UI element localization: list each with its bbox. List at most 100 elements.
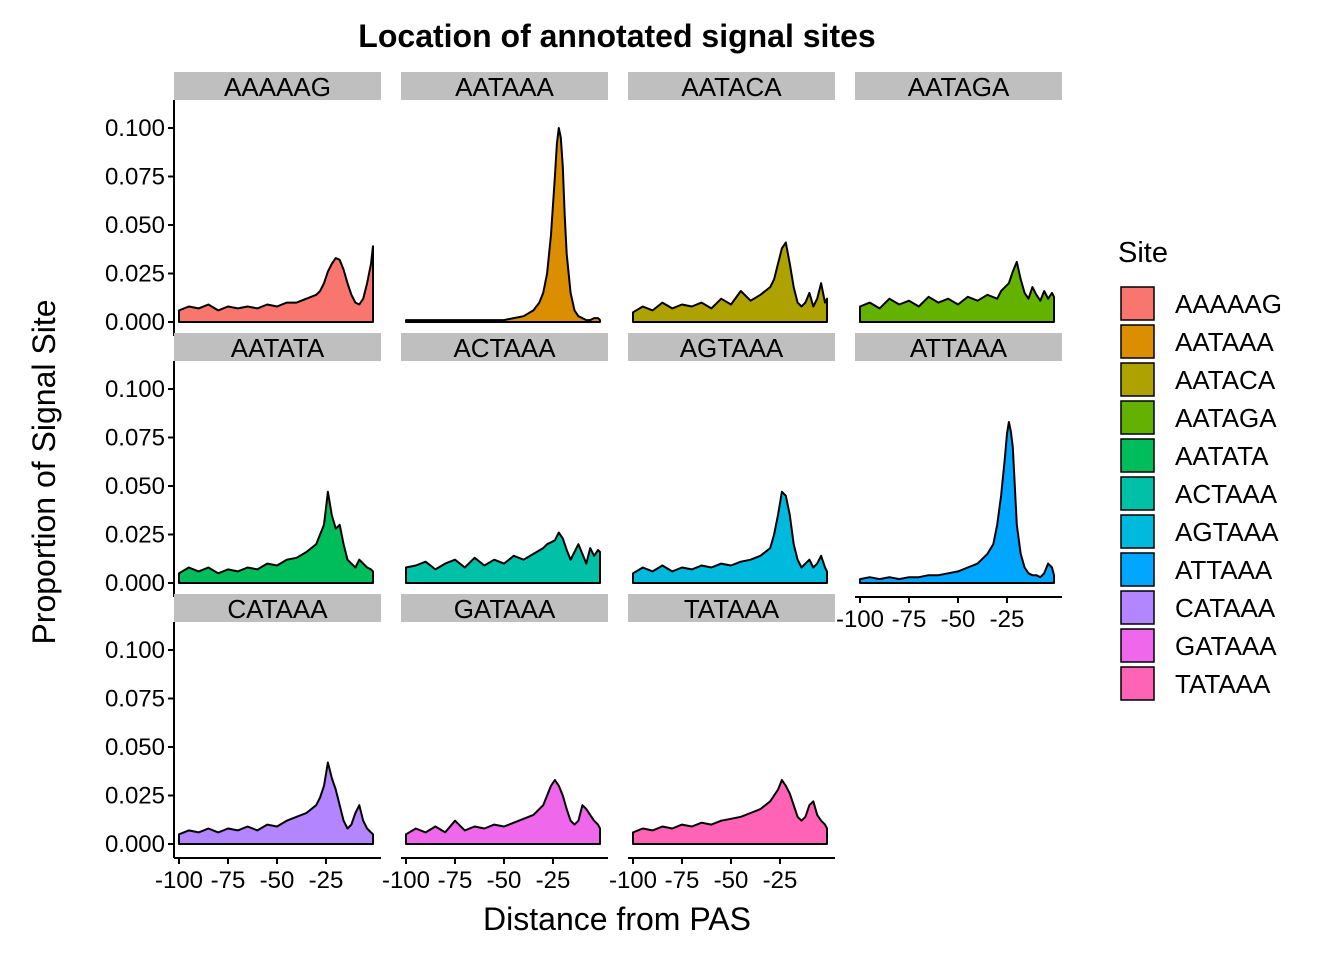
facet-strip-label: AATAAA <box>455 72 554 102</box>
legend-swatch <box>1120 666 1155 701</box>
facet-panel-aataaa: AATAAA <box>401 72 608 323</box>
legend-item-tataaa: TATAAA <box>1120 666 1271 701</box>
x-tick-label: -75 <box>892 606 927 633</box>
facet-strip <box>401 594 608 622</box>
y-tick-label: 0.075 <box>105 164 165 191</box>
legend-item-agtaaa: AGTAAA <box>1120 514 1279 549</box>
legend-label: CATAAA <box>1175 593 1276 623</box>
x-tick-label: -25 <box>309 867 344 894</box>
legend-swatch <box>1120 400 1155 435</box>
density-area <box>405 779 601 845</box>
facet-strip <box>174 594 381 622</box>
facet-strip-label: ATTAAA <box>910 333 1008 363</box>
y-tick-label: 0.075 <box>105 425 165 452</box>
legend-swatch <box>1120 438 1155 473</box>
facet-strip-label: CATAAA <box>227 594 328 624</box>
x-tick-label: -25 <box>763 867 798 894</box>
x-tick-label: -75 <box>211 867 246 894</box>
y-tick-label: 0.025 <box>105 783 165 810</box>
y-axis-title: Proportion of Signal Site <box>26 299 62 644</box>
facet-panel-agtaaa: AGTAAA <box>628 333 835 584</box>
facet-strip <box>401 333 608 361</box>
density-area <box>859 260 1055 323</box>
density-area <box>178 490 374 584</box>
facet-strip-label: ACTAAA <box>453 333 556 363</box>
legend-item-aatata: AATATA <box>1120 438 1269 473</box>
x-axis-title: Distance from PAS <box>483 901 751 937</box>
y-tick-label: 0.025 <box>105 522 165 549</box>
facet-panel-aataga: AATAGA <box>855 72 1062 323</box>
x-tick-label: -50 <box>260 867 295 894</box>
legend-label: AATACA <box>1175 365 1276 395</box>
y-tick-label: 0.025 <box>105 261 165 288</box>
density-area <box>405 531 601 584</box>
legend-label: ATTAAA <box>1175 555 1273 585</box>
legend-swatch <box>1120 514 1155 549</box>
legend-label: AATATA <box>1175 441 1269 471</box>
x-tick-label: -100 <box>609 867 657 894</box>
x-tick-label: -25 <box>536 867 571 894</box>
facet-panel-tataaa: TATAAA -100 -75 -50 -25 <box>609 594 835 894</box>
legend-item-aataga: AATAGA <box>1120 400 1277 435</box>
facet-strip <box>174 72 381 100</box>
facet-panel-actaaa: ACTAAA <box>401 333 608 584</box>
facet-strip <box>628 72 835 100</box>
x-tick-label: -50 <box>487 867 522 894</box>
x-tick-label: -100 <box>382 867 430 894</box>
x-tick-label: -50 <box>714 867 749 894</box>
legend-label: TATAAA <box>1175 669 1271 699</box>
facet-strip <box>628 594 835 622</box>
legend-item-aaaaag: AAAAAG <box>1120 286 1282 321</box>
facet-strip-label: AATACA <box>681 72 782 102</box>
y-tick-label: 0.000 <box>105 309 165 336</box>
legend-item-aataaa: AATAAA <box>1120 324 1274 359</box>
legend-label: AGTAAA <box>1175 517 1279 547</box>
density-area <box>178 245 374 323</box>
legend-item-gataaa: GATAAA <box>1120 628 1277 663</box>
density-area <box>632 490 828 584</box>
facet-strip-label: AAAAAG <box>224 72 331 102</box>
legend-item-aataca: AATACA <box>1120 362 1276 397</box>
legend-item-cataaa: CATAAA <box>1120 590 1276 625</box>
density-area <box>405 127 601 323</box>
density-area <box>632 779 828 845</box>
density-area <box>178 761 374 845</box>
facet-strip-label: AGTAAA <box>680 333 784 363</box>
facet-strip <box>855 333 1062 361</box>
density-area <box>632 241 828 323</box>
legend-item-attaaa: ATTAAA <box>1120 552 1273 587</box>
legend-label: GATAAA <box>1175 631 1277 661</box>
legend-items: AAAAAG AATAAA AATACA AATAGA AATATA ACTAAA AGTA… <box>1120 286 1282 701</box>
facet-strip-label: TATAAA <box>684 594 780 624</box>
facet-strip <box>855 72 1062 100</box>
x-tick-label: -75 <box>665 867 700 894</box>
facet-panel-aataca: AATACA <box>628 72 835 323</box>
legend: Site AAAAAG AATAAA AATACA AATAGA AATATA ACTAA… <box>1118 237 1282 701</box>
legend-swatch <box>1120 552 1155 587</box>
legend-swatch <box>1120 286 1155 321</box>
facet-strip-label: AATAGA <box>908 72 1010 102</box>
legend-label: AAAAAG <box>1175 289 1282 319</box>
x-tick-label: -50 <box>941 606 976 633</box>
legend-label: AATAAA <box>1175 327 1274 357</box>
facet-panel-cataaa: CATAAA 0.000 0.025 0.050 0.075 0.100 -100 -75 -5… <box>105 594 381 894</box>
y-tick-label: 0.100 <box>105 115 165 142</box>
facet-panel-attaaa: ATTAAA -100 -75 -50 -25 <box>836 333 1062 633</box>
y-tick-label: 0.050 <box>105 212 165 239</box>
facet-panels: AAAAAG 0.000 0.025 0.050 0.075 0.100 AATAAA AAT… <box>105 72 1062 894</box>
facet-strip <box>174 333 381 361</box>
legend-label: AATAGA <box>1175 403 1277 433</box>
x-tick-label: -25 <box>990 606 1025 633</box>
legend-item-actaaa: ACTAAA <box>1120 476 1278 511</box>
x-tick-label: -100 <box>836 606 884 633</box>
y-tick-label: 0.000 <box>105 570 165 597</box>
y-tick-label: 0.075 <box>105 686 165 713</box>
legend-label: ACTAAA <box>1175 479 1278 509</box>
chart-title: Location of annotated signal sites <box>358 18 875 54</box>
facet-panel-aaaaag: AAAAAG 0.000 0.025 0.050 0.075 0.100 <box>105 72 381 336</box>
legend-swatch <box>1120 590 1155 625</box>
y-tick-label: 0.100 <box>105 376 165 403</box>
facet-strip <box>628 333 835 361</box>
facet-panel-gataaa: GATAAA -100 -75 -50 -25 <box>382 594 608 894</box>
